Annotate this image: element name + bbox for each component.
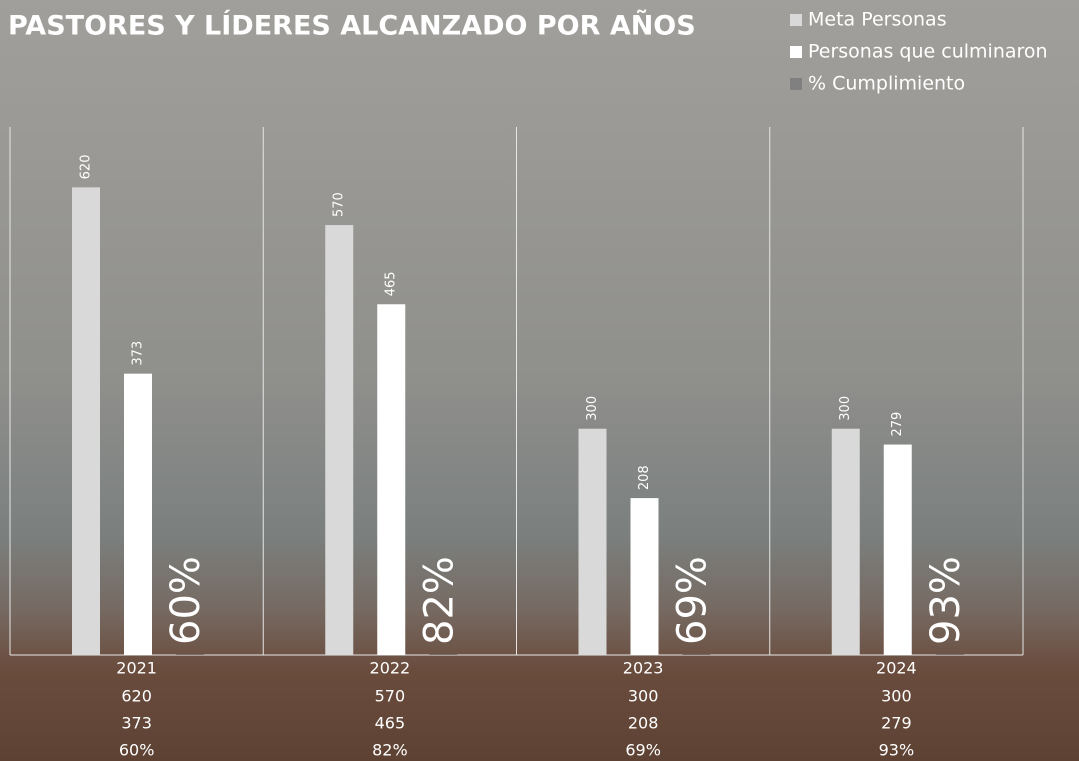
x-tick-label: 2022 <box>370 659 411 678</box>
table-cell: 300 <box>628 687 659 706</box>
table-cell: 82% <box>372 741 408 760</box>
x-tick-label: 2021 <box>116 659 157 678</box>
table-cell: 208 <box>628 714 659 733</box>
bar <box>429 654 458 655</box>
bar <box>72 187 100 656</box>
value-label: 279 <box>890 412 905 437</box>
bar <box>883 444 912 655</box>
value-label: 208 <box>637 465 652 490</box>
value-label: 373 <box>131 341 146 366</box>
table-cell: 300 <box>881 687 912 706</box>
bar <box>325 225 354 656</box>
bar <box>935 654 964 655</box>
value-label: 60% <box>163 556 209 645</box>
table-cell: 279 <box>881 714 912 733</box>
value-label: 93% <box>923 556 969 645</box>
value-label: 465 <box>384 271 399 296</box>
value-label: 300 <box>585 396 600 421</box>
value-label: 82% <box>416 556 462 645</box>
legend-label: % Cumplimiento <box>808 73 965 95</box>
value-label: 570 <box>332 192 347 217</box>
table-cell: 570 <box>375 687 406 706</box>
value-label: 69% <box>670 556 716 645</box>
table-cell: 620 <box>121 687 152 706</box>
table-cell: 465 <box>375 714 406 733</box>
bar <box>630 498 659 655</box>
table-cell: 93% <box>879 741 915 760</box>
value-label: 300 <box>838 396 853 421</box>
bar <box>831 428 860 655</box>
bar <box>124 373 152 655</box>
legend-swatch <box>790 78 802 90</box>
legend-label: Personas que culminaron <box>808 41 1048 63</box>
chart-title: PASTORES Y LÍDERES ALCANZADO POR AÑOS <box>8 10 696 42</box>
x-tick-label: 2024 <box>876 659 917 678</box>
legend-swatch <box>790 14 802 26</box>
table-cell: 373 <box>121 714 152 733</box>
table-cell: 69% <box>625 741 661 760</box>
bar <box>578 428 607 655</box>
x-tick-label: 2023 <box>623 659 664 678</box>
bar <box>377 304 406 655</box>
table-cell: 60% <box>119 741 155 760</box>
legend-swatch <box>790 46 802 58</box>
bar <box>682 654 711 655</box>
legend-label: Meta Personas <box>808 9 947 31</box>
value-label: 620 <box>79 155 94 180</box>
